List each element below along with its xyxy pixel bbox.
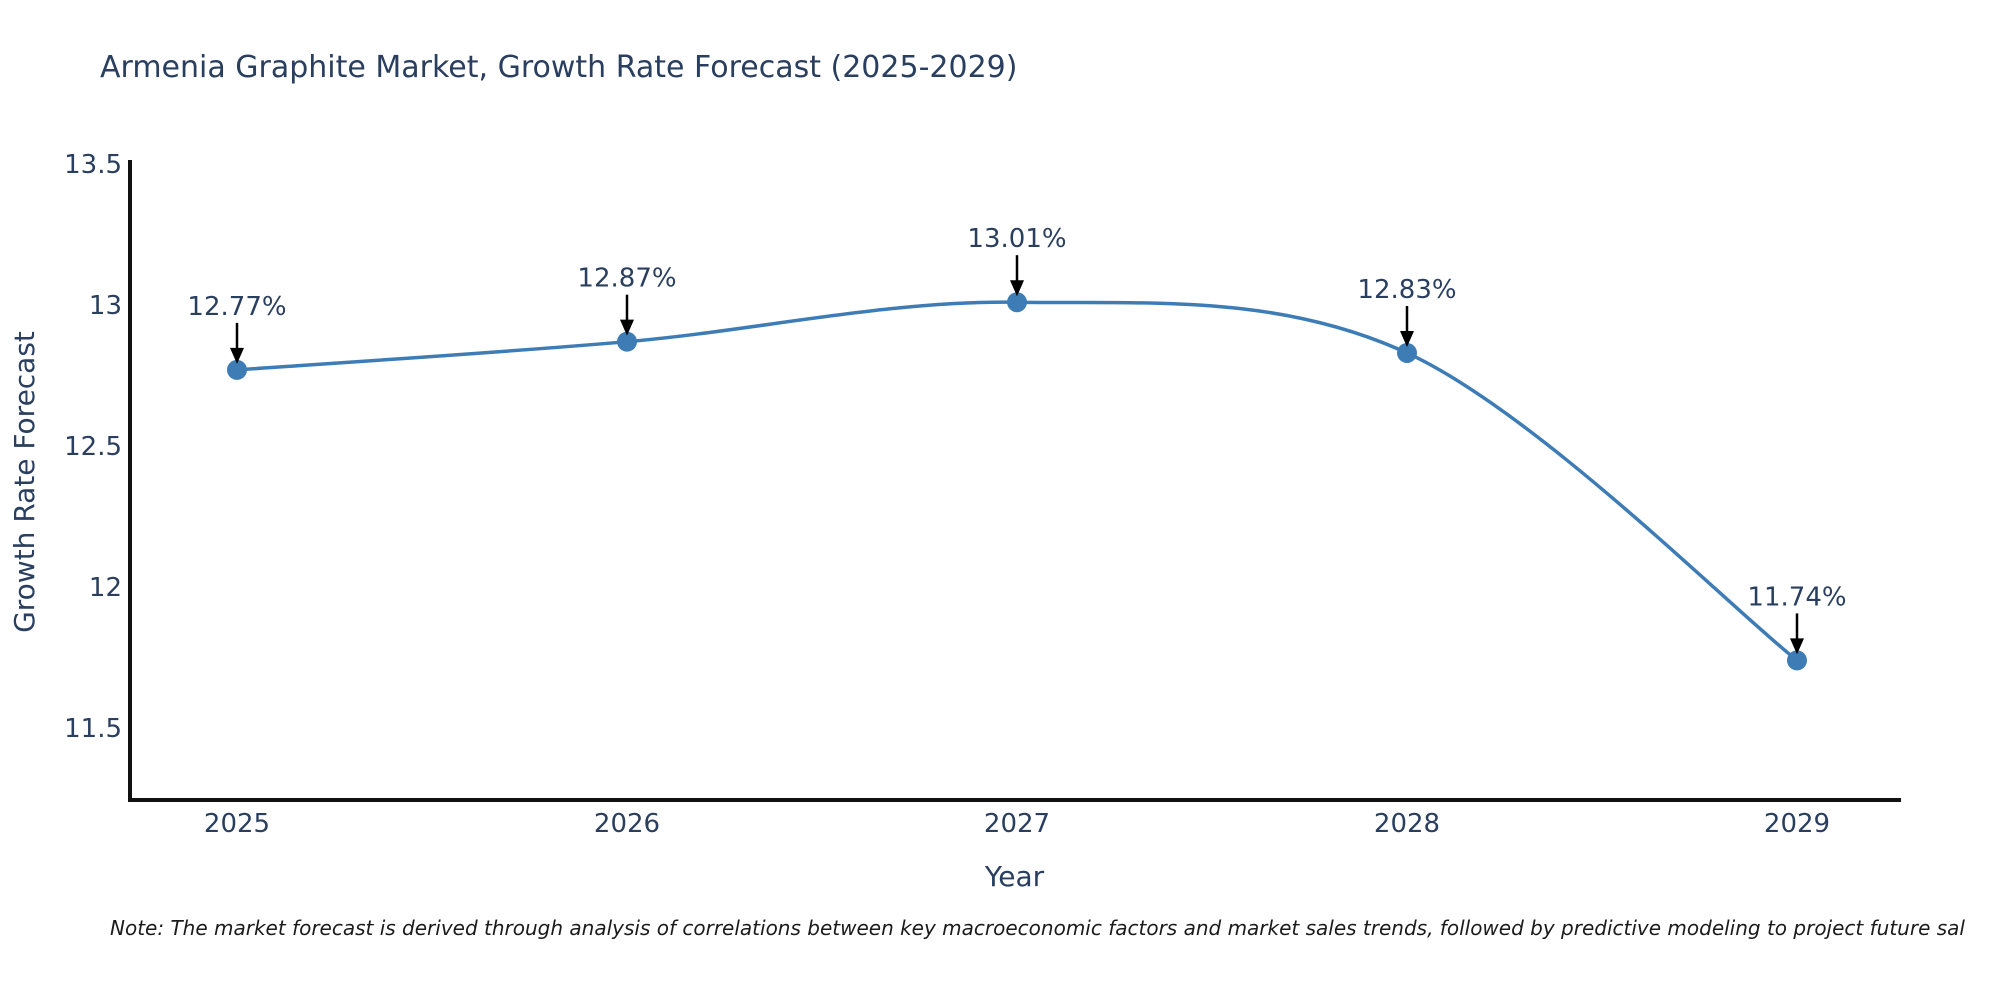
x-tick-label: 2029 <box>1764 809 1830 839</box>
annotation-label: 12.77% <box>187 292 286 322</box>
data-point-marker <box>617 331 637 352</box>
annotation-arrowhead <box>230 347 244 364</box>
annotation-label: 12.83% <box>1357 275 1456 305</box>
annotation-label: 13.01% <box>967 224 1066 254</box>
y-tick-label: 13 <box>89 291 122 321</box>
x-axis-title: Year <box>984 860 1045 893</box>
x-tick-label: 2026 <box>594 809 660 839</box>
x-tick-label: 2025 <box>204 809 270 839</box>
annotation-arrowhead <box>620 319 634 336</box>
annotation-arrowhead <box>1790 638 1804 655</box>
footnote: Note: The market forecast is derived thr… <box>110 916 1965 940</box>
annotation-arrowhead <box>1400 330 1414 347</box>
data-point-marker <box>1397 342 1417 363</box>
chart-title: Armenia Graphite Market, Growth Rate For… <box>100 50 1018 85</box>
trend-line <box>236 300 1799 662</box>
annotation-label: 11.74% <box>1747 582 1846 612</box>
data-point-marker <box>1007 292 1027 313</box>
y-tick-label: 11.5 <box>64 714 122 744</box>
annotation-label: 12.87% <box>577 264 676 294</box>
x-tick-label: 2027 <box>984 809 1050 839</box>
annotation-arrowhead <box>1010 280 1024 297</box>
x-tick-label: 2028 <box>1374 809 1440 839</box>
y-tick-label: 12.5 <box>64 432 122 462</box>
y-axis-title: Growth Rate Forecast <box>8 331 41 633</box>
data-point-marker <box>1787 650 1807 671</box>
y-tick-label: 13.5 <box>64 150 122 180</box>
data-point-marker <box>227 359 247 380</box>
y-tick-label: 12 <box>89 573 122 603</box>
